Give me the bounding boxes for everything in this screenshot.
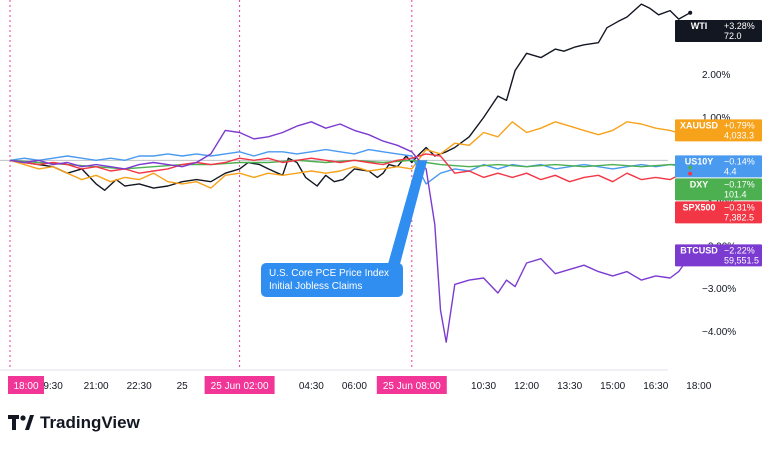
series-tag-value: 101.4 xyxy=(724,189,747,199)
series-tag-change: −0.31% xyxy=(724,202,755,212)
series-last-point xyxy=(688,253,693,258)
y-tick-label: 2.00% xyxy=(702,70,730,81)
series-tag-dxy: DXY −0.17%101.4 xyxy=(675,165,762,201)
x-tick-label: 15:00 xyxy=(600,381,625,392)
series-tag-name: DXY xyxy=(690,179,709,189)
series-tag-spx500: SPX500 −0.31%7,382.5 xyxy=(675,171,762,224)
series-line-btcusd xyxy=(9,121,691,343)
series-tag-bg xyxy=(675,119,762,142)
series-tag-name: US10Y xyxy=(685,156,714,166)
x-tick-label: 9:30 xyxy=(43,381,63,392)
series-line-xauusd xyxy=(9,121,691,189)
series-tag-change: −0.14% xyxy=(724,156,755,166)
annotation-pointer-arrow xyxy=(388,160,428,264)
annotation-line-1: U.S. Core PCE Price Index xyxy=(269,268,390,279)
x-tick-label: 10:30 xyxy=(471,381,496,392)
series-tag-value: 59,551.5 xyxy=(724,255,759,265)
series-tag-name: WTI xyxy=(691,21,708,31)
series-tag-name: SPX500 xyxy=(682,202,715,212)
time-highlight-tags: 18:00 25 Jun 02:00 25 Jun 08:00 xyxy=(8,376,447,394)
series-tag-value: 7,382.5 xyxy=(724,212,754,222)
tradingview-logo-icon xyxy=(8,415,34,430)
y-tick-label: −3.00% xyxy=(702,284,736,295)
series-tag-change: −0.17% xyxy=(724,179,755,189)
series-tag-bg xyxy=(675,178,762,201)
series-tag-change: +3.28% xyxy=(724,21,755,31)
time-tag-0: 18:00 xyxy=(8,376,44,394)
y-tick-label: 1.00% xyxy=(702,113,730,124)
time-tag-label: 18:00 xyxy=(13,381,38,392)
series-tag-btcusd: BTCUSD −2.22%59,551.5 xyxy=(675,244,762,267)
x-tick-label: 18:00 xyxy=(686,381,711,392)
series-tag-value: 4.4 xyxy=(724,166,737,176)
series-tag-bg xyxy=(675,20,762,42)
tradingview-logo-text: TradingView xyxy=(40,413,140,432)
x-tick-label: 21:00 xyxy=(84,381,109,392)
series-last-point xyxy=(688,10,693,15)
series-line-wti xyxy=(9,3,691,191)
annotation-pointer xyxy=(388,160,428,264)
annotation-callout[interactable]: U.S. Core PCE Price Index Initial Jobles… xyxy=(261,263,403,297)
series-tag-change: +0.79% xyxy=(724,120,755,130)
x-tick-label: 13:30 xyxy=(557,381,582,392)
series-tag-xauusd: XAUUSD +0.79%4,033.3 xyxy=(675,119,762,142)
time-tag-bg xyxy=(8,376,44,394)
time-tag-2: 25 Jun 08:00 xyxy=(376,376,447,394)
series-last-point xyxy=(688,128,693,133)
series-tag-value: 4,033.3 xyxy=(724,130,754,140)
series-tag-us10y: US10Y −0.14%4.4 xyxy=(675,155,762,178)
series-tag-name: BTCUSD xyxy=(680,245,718,255)
x-tick-label: 16:30 xyxy=(643,381,668,392)
series-tags: WTI +3.28%72.0 XAUUSD +0.79%4,033.3 US10Y −0.… xyxy=(675,10,762,267)
time-tag-label: 25 Jun 02:00 xyxy=(211,381,269,392)
series-line-us10y xyxy=(9,148,691,185)
series-line-dxy xyxy=(9,159,691,170)
series-tag-bg xyxy=(675,155,762,178)
tradingview-logo[interactable]: TradingView xyxy=(8,410,140,436)
time-tag-bg xyxy=(204,376,275,394)
time-tag-label: 25 Jun 08:00 xyxy=(383,381,441,392)
series-last-point xyxy=(688,171,693,176)
time-tag-bg xyxy=(376,376,447,394)
x-tick-label: 04:30 xyxy=(299,381,324,392)
series-tag-bg xyxy=(675,244,762,267)
annotation-line-2: Initial Jobless Claims xyxy=(269,281,363,292)
x-tick-label: 25 xyxy=(177,381,189,392)
x-tick-label: 06:00 xyxy=(342,381,367,392)
x-tick-label: 12:00 xyxy=(514,381,539,392)
time-tag-1: 25 Jun 02:00 xyxy=(204,376,275,394)
y-tick-label: −4.00% xyxy=(702,327,736,338)
series-tag-value: 72.0 xyxy=(724,31,742,41)
series-tag-bg xyxy=(675,201,762,224)
series-last-point xyxy=(688,165,693,170)
series-lines xyxy=(9,3,691,343)
session-lines xyxy=(9,0,413,370)
series-tag-change: −2.22% xyxy=(724,245,755,255)
time-axis: 9:3021:0022:302504:3006:00010:3012:0013:… xyxy=(0,369,712,392)
series-tag-name: XAUUSD xyxy=(680,120,719,130)
x-tick-label: 22:30 xyxy=(127,381,152,392)
series-tag-wti: WTI +3.28%72.0 xyxy=(675,10,762,42)
